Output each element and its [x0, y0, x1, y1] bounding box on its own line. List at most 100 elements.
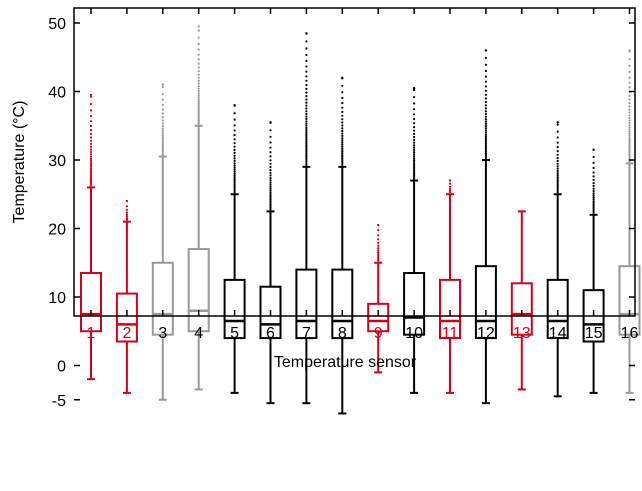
outlier-point — [305, 87, 308, 90]
outlier-point — [161, 151, 164, 155]
outlier-point — [556, 159, 559, 163]
iqr-box — [223, 278, 246, 340]
outlier-point — [125, 218, 128, 221]
outlier-point — [161, 119, 164, 122]
outlier-point — [377, 258, 380, 261]
outlier-point — [233, 174, 236, 177]
outlier-point — [197, 117, 200, 120]
outlier-point — [592, 178, 595, 181]
outlier-point — [341, 102, 344, 105]
outlier-point — [233, 148, 236, 151]
outlier-point — [197, 121, 200, 124]
outlier-point — [197, 96, 200, 99]
outlier-point — [89, 145, 93, 148]
outlier-point — [197, 112, 200, 116]
outlier-point — [377, 253, 380, 256]
outlier-point — [592, 161, 595, 164]
outlier-point — [197, 114, 200, 117]
outlier-point — [269, 129, 272, 132]
outlier-point — [305, 138, 308, 141]
outlier-point — [305, 40, 308, 43]
box-sensor-13 — [510, 210, 533, 391]
outlier-point — [377, 254, 380, 257]
outlier-point — [628, 138, 631, 141]
x-tick-label-sensor-1: 1 — [87, 325, 96, 342]
box-sensor-7 — [295, 32, 318, 405]
outlier-point — [305, 104, 308, 107]
outlier-point — [556, 189, 559, 192]
outlier-point — [556, 165, 559, 168]
outlier-point — [161, 132, 164, 135]
outlier-point — [233, 129, 236, 132]
outlier-point — [197, 82, 200, 85]
x-tick-label-sensor-6: 6 — [266, 325, 275, 342]
outlier-point — [484, 131, 487, 134]
outlier-point-max — [628, 49, 631, 52]
outlier-point — [592, 194, 595, 197]
outlier-point — [233, 189, 236, 192]
outlier-point — [556, 177, 559, 180]
x-tick-label-sensor-3: 3 — [158, 325, 167, 342]
outlier-point — [628, 128, 631, 131]
iqr-box — [151, 261, 174, 336]
outlier-point — [305, 124, 308, 127]
outlier-point — [341, 154, 344, 157]
outlier-point — [305, 70, 308, 73]
outlier-point-max — [448, 179, 452, 182]
outlier-point — [269, 203, 272, 206]
outlier-point — [341, 134, 344, 137]
outlier-point — [269, 195, 272, 198]
outlier-point — [484, 150, 487, 153]
outlier-point — [341, 141, 344, 144]
outlier-point — [628, 147, 631, 150]
outlier-point — [484, 63, 487, 66]
outlier-point — [161, 138, 164, 141]
outlier-point — [269, 151, 272, 154]
outlier-point — [233, 168, 236, 171]
outlier-point — [341, 106, 344, 109]
outlier-point — [341, 145, 344, 148]
outlier-point — [484, 140, 487, 143]
outlier-point — [161, 85, 164, 89]
outlier-point — [269, 187, 272, 190]
outlier-point — [592, 189, 595, 193]
outlier-point — [197, 90, 200, 93]
outlier-point — [305, 107, 308, 110]
outlier-point — [305, 53, 308, 57]
iqr-box — [80, 272, 102, 333]
x-tick-label-sensor-10: 10 — [405, 325, 423, 342]
outlier-point — [89, 132, 93, 135]
outlier-point — [556, 130, 559, 133]
outlier-point — [413, 153, 416, 156]
outlier-point — [448, 189, 452, 192]
outlier-point — [556, 141, 559, 144]
outlier-point — [413, 132, 416, 135]
outlier-point — [592, 205, 595, 208]
outlier-point — [269, 165, 272, 169]
outlier-point — [341, 157, 344, 160]
outlier-point — [413, 117, 416, 121]
outlier-point — [269, 169, 272, 172]
outlier-point — [341, 84, 344, 87]
outlier-point — [628, 98, 631, 101]
box-sensor-3 — [151, 83, 174, 401]
outlier-point — [305, 122, 308, 125]
outlier-point — [628, 102, 631, 105]
outlier-point — [484, 120, 487, 123]
outlier-point — [305, 112, 308, 115]
outlier-point — [89, 102, 93, 106]
outlier-point — [341, 118, 344, 121]
outlier-point — [89, 179, 93, 182]
outlier-point — [305, 136, 308, 139]
outlier-point — [233, 157, 236, 160]
outlier-point-max — [305, 32, 308, 35]
outlier-point — [592, 211, 595, 214]
outlier-point — [377, 259, 380, 262]
outlier-point — [341, 139, 344, 142]
box-sensor-11 — [439, 179, 461, 394]
outlier-point — [89, 157, 93, 160]
box-sensor-8 — [331, 76, 354, 415]
outlier-point — [628, 105, 631, 108]
outlier-point — [556, 176, 559, 179]
y-tick-label: 0 — [57, 359, 66, 376]
